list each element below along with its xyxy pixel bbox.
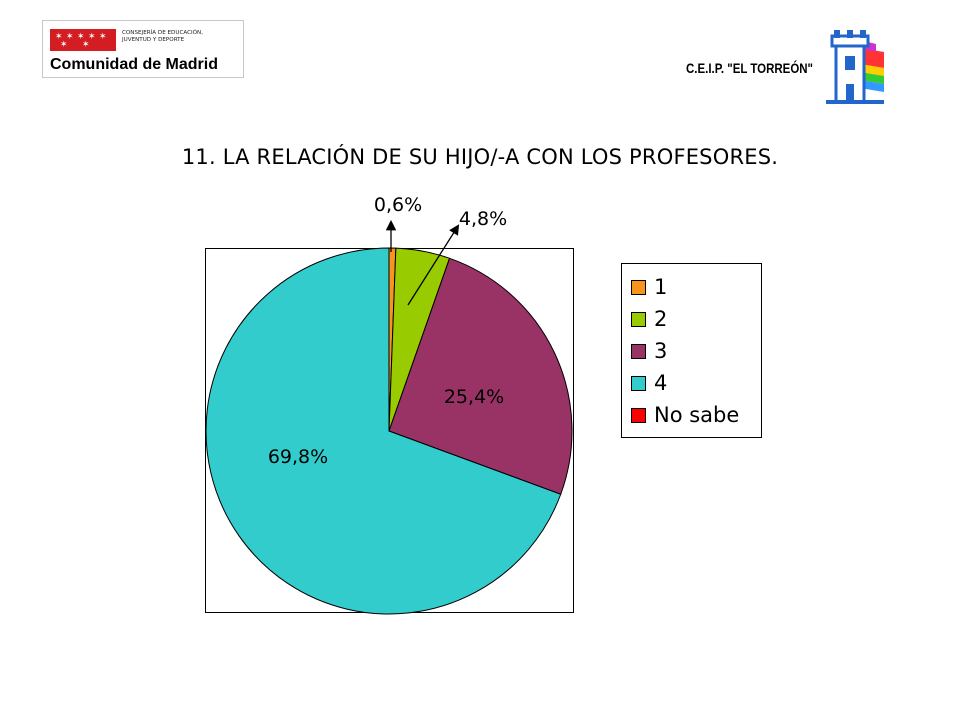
comunidad-madrid-logo: ✶ ✶ ✶ ✶ ✶ ✶ ✶ CONSEJERÍA DE EDUCACIÓN, JUVEN… (42, 20, 244, 78)
tower-icon (826, 30, 884, 104)
legend-swatch (631, 407, 646, 423)
comunidad-text: Comunidad de Madrid (50, 56, 218, 73)
pie-slice-3 (388, 257, 573, 495)
pie-slice-4 (205, 247, 562, 615)
legend-item-4: 4 (631, 367, 761, 399)
legend-swatch (631, 375, 646, 391)
chart-title: 11. LA RELACIÓN DE SU HIJO/-A CON LOS PR… (181, 145, 779, 169)
legend-swatch (631, 279, 646, 295)
consejeria-text: CONSEJERÍA DE EDUCACIÓN, JUVENTUD Y DEPO… (122, 30, 240, 43)
legend-item-2: 2 (631, 303, 761, 335)
legend-item-3: 3 (631, 335, 761, 367)
legend-swatch (631, 311, 646, 327)
legend-label: No sabe (654, 403, 740, 427)
legend-label: 1 (654, 275, 668, 299)
legend-swatch (631, 343, 646, 359)
legend-label: 4 (654, 371, 668, 395)
legend-item-1: 1 (631, 271, 761, 303)
data-label-4: 69,8% (268, 446, 328, 468)
consejeria-line-2: JUVENTUD Y DEPORTE (122, 36, 185, 43)
data-label-3: 25,4% (444, 386, 504, 408)
data-label-2: 4,8% (459, 208, 507, 230)
legend-item-no-sabe: No sabe (631, 399, 761, 431)
school-name: C.E.I.P. "EL TORREÓN" (686, 60, 813, 76)
madrid-flag-icon: ✶ ✶ ✶ ✶ ✶ ✶ ✶ (50, 29, 116, 51)
consejeria-line-1: CONSEJERÍA DE EDUCACIÓN, (122, 30, 204, 36)
leader-line-2 (407, 224, 460, 306)
legend-label: 3 (654, 339, 668, 363)
legend-label: 2 (654, 307, 668, 331)
chart-legend: 1 2 3 4 No sabe (621, 263, 762, 438)
data-label-1: 0,6% (374, 194, 422, 216)
